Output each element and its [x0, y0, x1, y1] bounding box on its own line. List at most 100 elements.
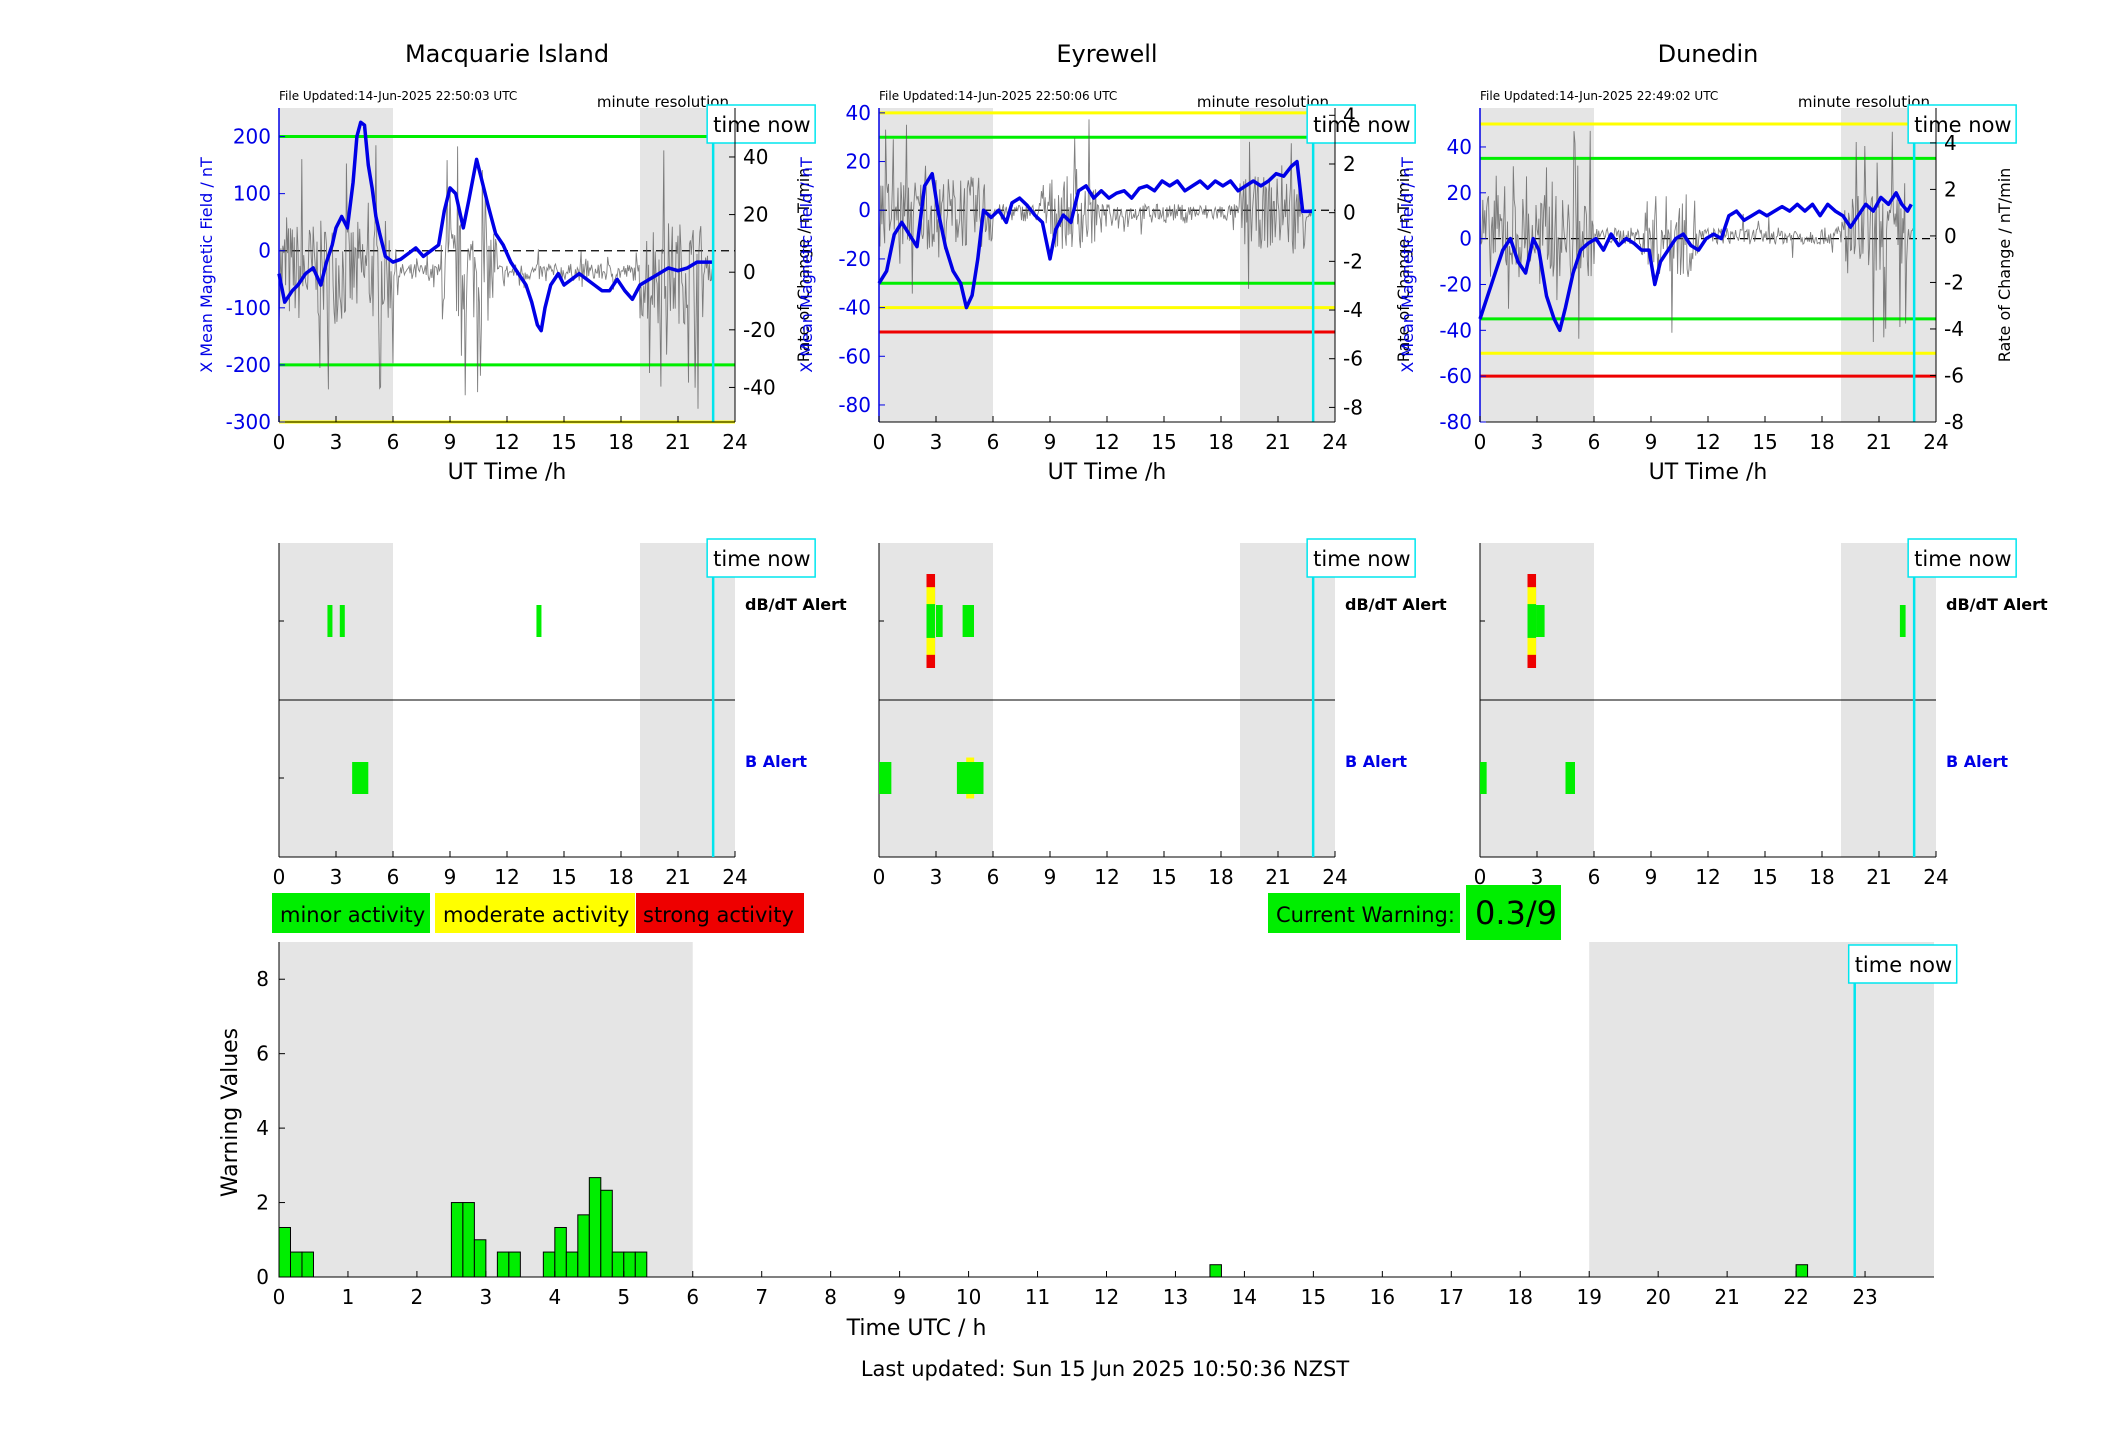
- magnetic-field-trace: [1478, 191, 1913, 333]
- x-tick-label: 18: [608, 865, 633, 889]
- warning-bar: [450, 1202, 464, 1278]
- x-tick-label: 5: [617, 1285, 630, 1309]
- x-tick-label: 15: [1301, 1285, 1326, 1309]
- warning-bar: [634, 1251, 648, 1278]
- y-tick-label: 2: [256, 1191, 269, 1215]
- warning-bar: [289, 1251, 303, 1278]
- time-now-box: [706, 538, 816, 578]
- dbdt-alert-bar: [962, 605, 974, 637]
- warning-bar: [473, 1239, 487, 1278]
- x-tick-label: 2: [411, 1285, 424, 1309]
- b-alert-bar: [1480, 762, 1487, 794]
- warning-bar: [554, 1226, 567, 1278]
- left-tick-label: 20: [846, 150, 871, 174]
- x-axis-title: Time UTC / h: [846, 1316, 987, 1341]
- left-tick-label: -80: [1439, 410, 1472, 434]
- x-tick-label: 19: [1576, 1285, 1601, 1309]
- x-tick-label: 6: [1588, 865, 1601, 889]
- x-tick-label: 21: [1866, 430, 1891, 454]
- warning-bar: [577, 1214, 590, 1278]
- b-alert-bar: [956, 762, 984, 794]
- left-tick-label: -60: [1439, 364, 1472, 388]
- legend-moderate-swatch: [435, 893, 635, 933]
- magnetic-field-trace: [877, 159, 1314, 310]
- x-tick-label: 12: [1094, 430, 1119, 454]
- y-tick-label: 6: [256, 1042, 269, 1066]
- x-tick-label: 24: [1322, 430, 1347, 454]
- dbdt-alert-bar: [327, 605, 333, 637]
- time-now-label: time now: [1914, 547, 2011, 571]
- x-tick-label: 1: [342, 1285, 355, 1309]
- left-tick-label: -40: [1439, 318, 1472, 342]
- x-tick-label: 21: [1265, 865, 1290, 889]
- warning-bar: [542, 1251, 556, 1278]
- x-tick-label: 9: [444, 865, 457, 889]
- warning-bar: [301, 1251, 314, 1278]
- right-tick-label: 20: [743, 203, 768, 227]
- left-tick-label: -80: [838, 393, 871, 417]
- x-tick-label: 0: [1474, 865, 1487, 889]
- dbdt-alert-bar: [536, 605, 542, 637]
- rate-of-change-trace: [1479, 130, 1914, 343]
- time-now-box: [1847, 944, 1958, 984]
- legend-moderate-label: moderate activity: [443, 903, 629, 927]
- last-updated-footer: Last updated: Sun 15 Jun 2025 10:50:36 N…: [861, 1357, 1350, 1381]
- x-tick-label: 9: [893, 1285, 906, 1309]
- right-tick-label: 2: [1343, 152, 1356, 176]
- x-tick-label: 12: [1695, 865, 1720, 889]
- x-tick-label: 23: [1852, 1285, 1877, 1309]
- night-band: [279, 942, 693, 1277]
- night-band: [1589, 942, 1934, 1277]
- warning-bar: [1209, 1264, 1222, 1278]
- warning-bar: [1795, 1264, 1809, 1278]
- left-axis-title: X Mean Magnetic Field / nT: [1398, 157, 1417, 373]
- warning-bar: [462, 1202, 475, 1278]
- y-tick-label: 4: [256, 1116, 269, 1140]
- file-updated-label: File Updated:14-Jun-2025 22:49:02 UTC: [1480, 89, 1718, 103]
- right-tick-label: -2: [1944, 270, 1964, 294]
- x-tick-label: 15: [551, 430, 576, 454]
- left-tick-label: -60: [838, 344, 871, 368]
- dbdt-alert-bar: [339, 605, 345, 637]
- night-band: [879, 108, 993, 422]
- x-tick-label: 20: [1645, 1285, 1670, 1309]
- b-alert-bar: [879, 762, 892, 794]
- legend-strong-swatch: [636, 893, 804, 933]
- legend-strong-label: strong activity: [643, 903, 794, 927]
- x-tick-label: 9: [1044, 865, 1057, 889]
- x-tick-label: 15: [1752, 430, 1777, 454]
- x-tick-label: 6: [686, 1285, 699, 1309]
- x-tick-label: 0: [273, 430, 286, 454]
- ut-time-axis-label: UT Time /h: [448, 460, 567, 485]
- y-axis-title: Warning Values: [218, 1028, 243, 1197]
- left-tick-label: 20: [1447, 181, 1472, 205]
- left-tick-label: 40: [846, 101, 871, 125]
- station-panel: Eyrewell File Updated:14-Jun-2025 22:50:0…: [797, 40, 1447, 889]
- warning-bar: [565, 1251, 579, 1278]
- station-title: Eyrewell: [1056, 40, 1157, 68]
- time-now-box: [706, 104, 816, 144]
- magnetic-field-trace: [277, 120, 714, 333]
- x-tick-label: 12: [1094, 865, 1119, 889]
- x-tick-label: 6: [387, 430, 400, 454]
- dbdt-alert-label: dB/dT Alert: [745, 595, 847, 614]
- x-tick-label: 14: [1232, 1285, 1257, 1309]
- left-tick-label: 40: [1447, 135, 1472, 159]
- x-tick-label: 3: [1531, 865, 1544, 889]
- x-tick-label: 18: [1508, 1285, 1533, 1309]
- x-tick-label: 7: [755, 1285, 768, 1309]
- x-tick-label: 12: [494, 865, 519, 889]
- station-title: Macquarie Island: [405, 40, 609, 68]
- ut-time-axis-label: UT Time /h: [1649, 460, 1768, 485]
- minute-resolution-label: minute resolution: [1197, 93, 1329, 111]
- x-tick-label: 6: [987, 430, 1000, 454]
- left-tick-label: 200: [233, 125, 271, 149]
- right-tick-label: -8: [1944, 410, 1964, 434]
- time-now-label: time now: [713, 547, 810, 571]
- x-tick-label: 24: [1322, 865, 1347, 889]
- current-warning-value: 0.3/9: [1475, 894, 1557, 932]
- right-tick-label: -6: [1944, 363, 1964, 387]
- left-tick-label: 0: [258, 239, 271, 263]
- station-panels: Macquarie Island File Updated:14-Jun-2025…: [197, 40, 2048, 889]
